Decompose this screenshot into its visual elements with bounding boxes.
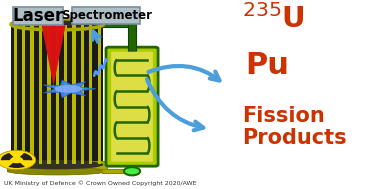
FancyArrowPatch shape: [148, 66, 220, 81]
Wedge shape: [8, 163, 25, 168]
Wedge shape: [1, 153, 13, 160]
Wedge shape: [20, 153, 33, 160]
Bar: [13, 25, 17, 164]
Text: UK Ministry of Defence © Crown Owned Copyright 2020/AWE: UK Ministry of Defence © Crown Owned Cop…: [4, 180, 196, 186]
Circle shape: [14, 159, 19, 161]
FancyBboxPatch shape: [106, 47, 158, 166]
Text: Spectrometer: Spectrometer: [61, 9, 152, 22]
Bar: [11, 24, 104, 165]
FancyArrowPatch shape: [93, 31, 100, 42]
FancyBboxPatch shape: [13, 7, 63, 25]
Bar: [81, 25, 84, 164]
Bar: [98, 25, 101, 164]
Ellipse shape: [7, 167, 107, 175]
Text: Laser: Laser: [12, 7, 64, 25]
Bar: [30, 25, 34, 164]
Bar: [89, 25, 92, 164]
Bar: [56, 25, 59, 164]
Bar: [7, 161, 107, 171]
Text: $^{235}$U: $^{235}$U: [242, 4, 305, 34]
Text: Fission
Products: Fission Products: [242, 106, 347, 148]
Polygon shape: [43, 80, 96, 98]
Text: Pu: Pu: [246, 51, 289, 80]
Bar: [47, 25, 50, 164]
Ellipse shape: [11, 160, 104, 169]
Circle shape: [124, 167, 140, 175]
FancyArrowPatch shape: [147, 79, 203, 130]
Polygon shape: [42, 25, 65, 86]
Bar: [22, 25, 25, 164]
Bar: [102, 169, 132, 174]
FancyBboxPatch shape: [72, 7, 140, 24]
FancyBboxPatch shape: [111, 52, 153, 162]
Ellipse shape: [11, 19, 104, 30]
Ellipse shape: [55, 85, 82, 93]
Bar: [102, 22, 132, 27]
Bar: [39, 25, 42, 164]
Bar: [128, 24, 136, 50]
Bar: [64, 25, 67, 164]
Bar: [73, 25, 76, 164]
Circle shape: [0, 150, 36, 170]
